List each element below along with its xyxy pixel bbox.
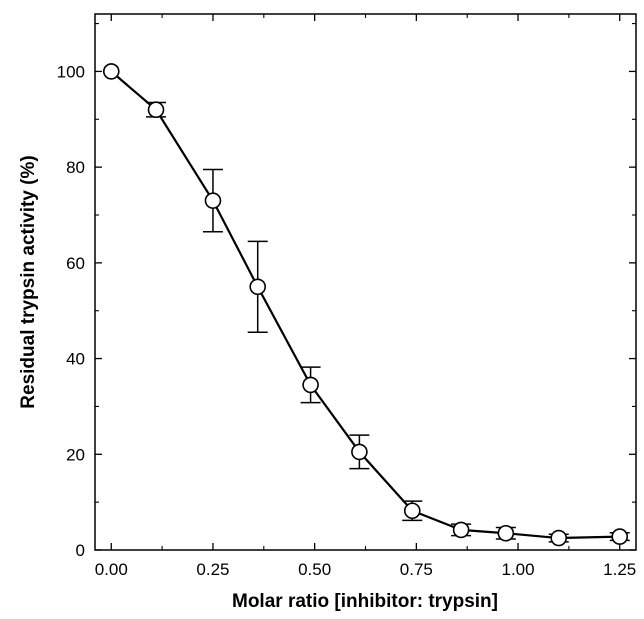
x-tick-label: 1.00 — [501, 560, 534, 579]
data-point — [351, 443, 368, 461]
x-tick-label: 0.00 — [95, 560, 128, 579]
data-point — [249, 278, 267, 296]
y-tick-label: 80 — [66, 158, 85, 177]
x-tick-label: 1.25 — [603, 560, 636, 579]
data-point — [147, 101, 165, 119]
data-point — [611, 528, 629, 545]
x-tick-label: 0.25 — [196, 560, 229, 579]
data-point — [452, 521, 470, 539]
x-tick-label: 0.75 — [400, 560, 433, 579]
x-tick-label: 0.50 — [298, 560, 331, 579]
data-points — [102, 63, 629, 547]
y-tick-label: 20 — [66, 445, 85, 464]
data-point — [102, 63, 120, 80]
y-tick-label: 100 — [57, 62, 85, 81]
data-point — [302, 376, 319, 394]
y-tick-label: 60 — [66, 254, 85, 273]
error-bars — [146, 101, 630, 543]
y-axis-title: Residual trypsin activity (%) — [18, 155, 39, 408]
ticks — [95, 14, 636, 551]
data-point — [550, 529, 568, 547]
plot-frame — [94, 13, 637, 551]
data-point — [403, 502, 421, 520]
x-axis-title: Molar ratio [inhibitor: trypsin] — [232, 591, 498, 612]
y-tick-label: 40 — [66, 350, 85, 369]
data-point — [204, 192, 222, 209]
tick-labels: 0.00 0.25 0.50 0.75 1.00 1.25 0 20 40 60 80 100 — [57, 62, 637, 579]
data-point — [497, 524, 515, 542]
y-tick-label: 0 — [76, 541, 85, 560]
